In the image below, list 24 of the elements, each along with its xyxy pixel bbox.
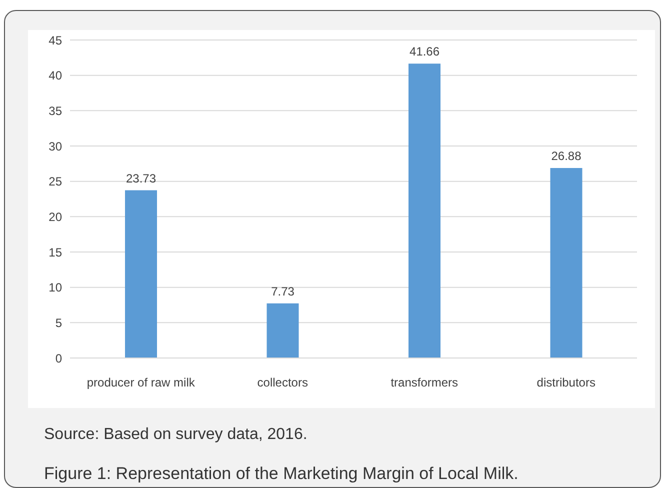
y-tick-label: 10 [48,280,62,295]
y-tick-label: 45 [48,33,62,48]
y-tick-label: 30 [48,139,62,154]
source-note: Source: Based on survey data, 2016. [44,426,308,444]
x-tick-label: distributors [536,376,596,390]
bar [125,190,157,358]
y-tick-label: 25 [48,174,62,189]
x-tick-label: collectors [257,376,308,390]
y-tick-label: 20 [48,210,62,224]
y-tick-label: 5 [55,316,62,330]
text: Figure 1: Representation of the Marketing Margin of Local Milk. [44,464,518,484]
data-label: 26.88 [551,149,582,164]
y-tick-label: 0 [55,351,62,366]
x-tick-label: transformers [390,376,458,390]
bar [550,168,582,358]
bar [266,303,299,358]
y-tick-label: 40 [48,68,62,83]
data-label: 23.73 [126,171,156,186]
data-label: 7.73 [271,284,295,298]
y-tick-label: 15 [48,245,62,260]
data-label: 41.66 [409,44,440,59]
bar [408,64,440,358]
x-tick-label: producer of raw milk [86,376,196,390]
y-tick-label: 35 [48,104,62,118]
